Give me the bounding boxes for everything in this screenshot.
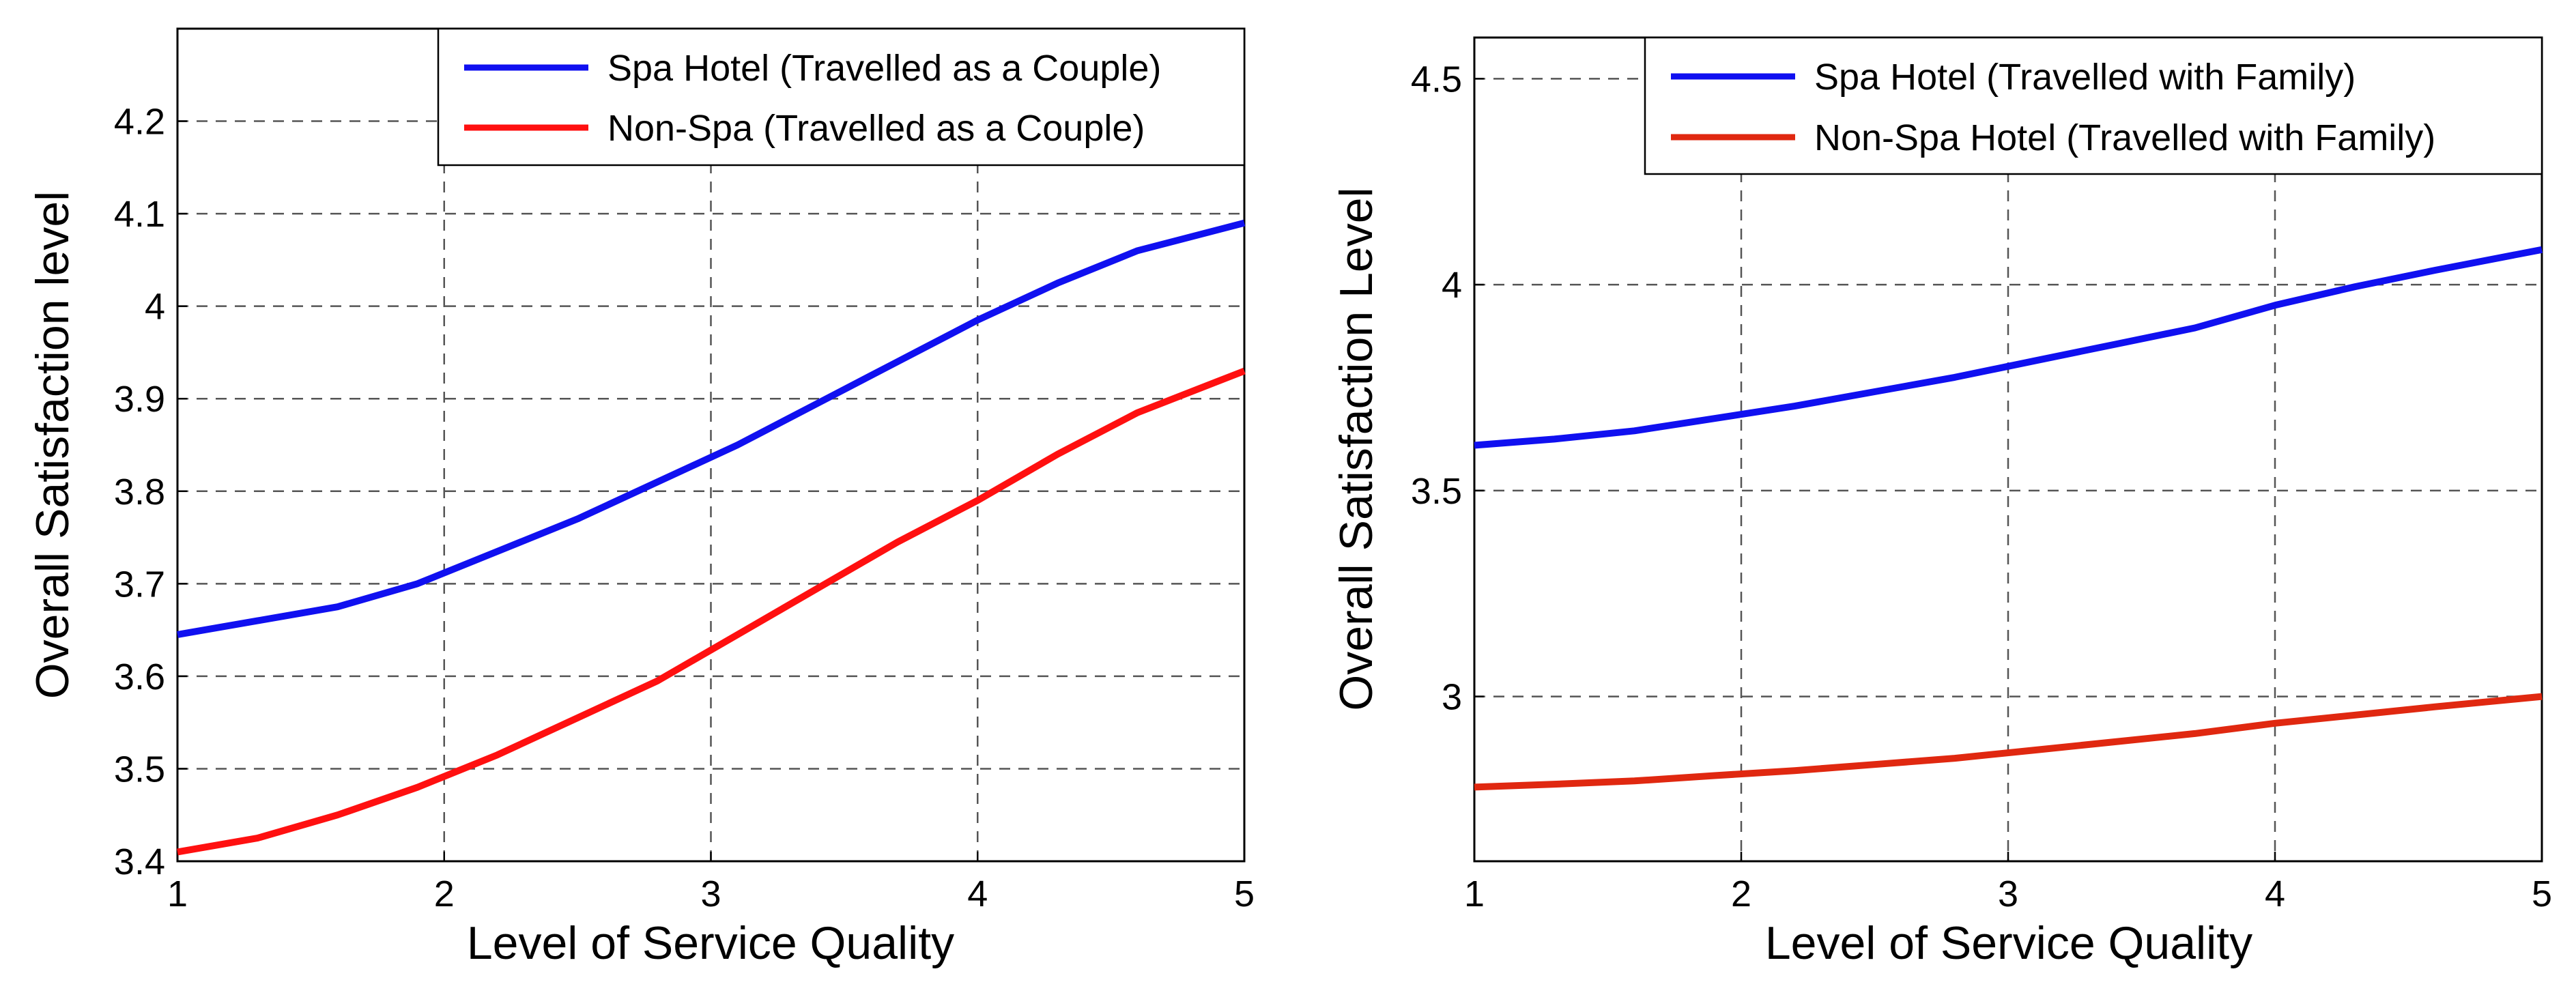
left-y-tick-label: 3.5 xyxy=(114,749,165,790)
right-x-tick-label: 1 xyxy=(1464,874,1485,914)
left-legend-label-nonspa: Non-Spa (Travelled as a Couple) xyxy=(607,108,1145,149)
right-x-tick-label: 2 xyxy=(1731,874,1751,914)
left-legend-box xyxy=(437,27,1246,167)
left-y-axis-label: Overall Satisfaction level xyxy=(27,191,78,700)
right-x-axis-label: Level of Service Quality xyxy=(1765,917,2252,969)
right-x-tick-label: 3 xyxy=(1998,874,2018,914)
left-y-tick-label: 4.1 xyxy=(114,194,165,235)
right-legend-label-nonspa: Non-Spa Hotel (Travelled with Family) xyxy=(1814,117,2435,158)
left-series-group xyxy=(177,219,1246,856)
left-y-tick-label: 3.9 xyxy=(114,379,165,420)
right-y-tick-label: 3 xyxy=(1442,677,1462,718)
left-legend: Spa Hotel (Travelled as a Couple) Non-Sp… xyxy=(437,27,1246,167)
left-x-tick-label: 3 xyxy=(700,874,721,914)
left-y-tick-labels: 3.4 3.5 3.6 3.7 3.8 3.9 4 4.1 4.2 xyxy=(114,102,165,882)
left-series-line-nonspa xyxy=(177,367,1246,856)
right-legend: Spa Hotel (Travelled with Family) Non-Sp… xyxy=(1644,36,2543,175)
left-x-tick-label: 5 xyxy=(1234,874,1255,914)
left-x-axis-label: Level of Service Quality xyxy=(467,917,954,969)
left-x-tick-label: 4 xyxy=(967,874,988,914)
left-y-tick-label: 4 xyxy=(145,287,165,328)
chart-left: 1 2 3 4 5 3.4 3.5 3.6 3.7 3.8 3.9 4 4.1 4.2 Level of… xyxy=(27,27,1255,969)
right-y-axis-label: Overall Satisfaction Level xyxy=(1330,187,1382,710)
left-y-tick-label: 4.2 xyxy=(114,102,165,143)
left-y-tick-label: 3.8 xyxy=(114,472,165,513)
right-series-line-nonspa xyxy=(1474,693,2543,791)
right-legend-box xyxy=(1644,36,2543,175)
left-y-tick-label: 3.4 xyxy=(114,841,165,882)
left-y-tick-label: 3.6 xyxy=(114,657,165,697)
right-y-tick-labels: 3 3.5 4 4.5 xyxy=(1411,59,1462,717)
left-x-tick-label: 1 xyxy=(167,874,188,914)
left-series-line-spa xyxy=(177,219,1246,638)
right-x-tick-labels: 1 2 3 4 5 xyxy=(1464,874,2552,914)
right-x-tick-label: 4 xyxy=(2265,874,2285,914)
right-y-tick-label: 4 xyxy=(1442,265,1462,306)
left-legend-label-spa: Spa Hotel (Travelled as a Couple) xyxy=(607,48,1161,89)
right-y-tick-label: 4.5 xyxy=(1411,59,1462,100)
left-x-tick-labels: 1 2 3 4 5 xyxy=(167,874,1255,914)
right-series-group xyxy=(1474,246,2543,791)
right-series-line-spa xyxy=(1474,246,2543,449)
right-x-tick-label: 5 xyxy=(2532,874,2552,914)
right-legend-label-spa: Spa Hotel (Travelled with Family) xyxy=(1814,57,2356,98)
right-y-tick-label: 3.5 xyxy=(1411,471,1462,512)
left-y-tick-label: 3.7 xyxy=(114,564,165,605)
left-x-tick-label: 2 xyxy=(434,874,455,914)
